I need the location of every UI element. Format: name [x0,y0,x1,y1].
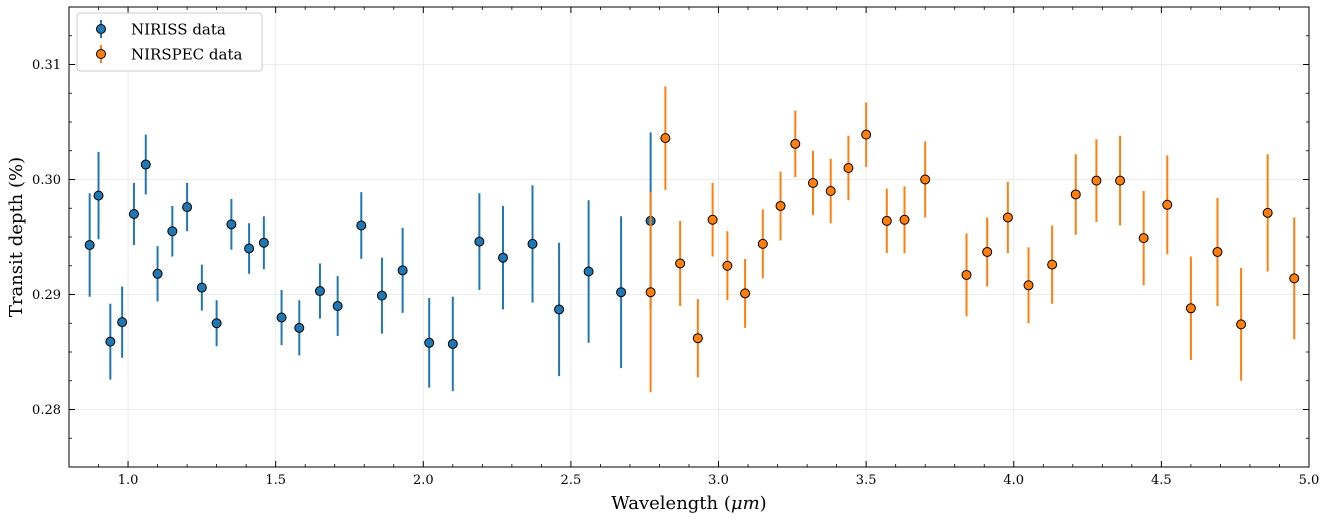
x-axis-title-main: Wavelength ( [611,493,731,514]
data-point [825,186,836,196]
data-point [105,336,116,347]
data-point [982,246,993,257]
data-point [474,236,485,247]
legend-box [76,12,263,72]
data-point [1185,303,1196,314]
data-point [707,214,718,225]
data-point [397,265,408,276]
data-point [808,177,818,188]
x-tick-label: 1.5 [265,473,286,488]
data-point [1262,207,1273,218]
x-axis-title-unit: μm [731,493,760,514]
data-point [554,304,565,315]
data-point [645,287,656,298]
data-point [722,260,733,271]
data-point [675,258,686,269]
x-axis-title: Wavelength (μm) [611,493,766,514]
series-niriss [84,132,656,392]
y-tick-label: 0.28 [32,403,61,418]
y-tick-label: 0.31 [32,58,61,73]
data-point [616,287,627,298]
data-point [660,133,671,144]
data-point [140,159,151,170]
data-point [424,337,435,348]
series-nirspec [645,86,1300,393]
x-tick-label: 4.0 [1003,473,1024,488]
data-point [861,129,872,140]
data-point [332,301,343,311]
data-point [1091,175,1102,186]
y-axis-title: Transit depth (%) [6,157,27,317]
x-tick-label: 2.0 [413,473,434,488]
tick-labels: 1.0 1.5 2.0 2.5 3.0 3.5 4.0 4.5 5.0 0.28 0.29 0.30 0… [32,58,1319,488]
x-tick-label: 3.0 [708,473,729,488]
legend-label: NIRSPEC data [131,46,242,64]
y-tick-label: 0.30 [32,173,61,188]
axis-ticks [69,6,1310,468]
data-point [447,338,458,349]
data-point [881,215,892,226]
data-point [920,174,931,185]
x-tick-label: 2.5 [561,473,582,488]
data-point [211,318,222,329]
legend-marker [96,24,106,34]
x-tick-label: 4.5 [1151,473,1172,488]
data-point [294,322,305,333]
x-axis-title-tail: ) [760,493,767,514]
data-point [843,163,854,173]
data-point [356,220,367,231]
data-point [167,226,178,237]
grid-lines [69,7,1310,467]
data-point [276,312,287,323]
data-point [1047,259,1058,270]
legend-label: NIRISS data [131,21,226,39]
data-point [84,240,95,251]
data-point [1002,212,1013,223]
data-point [314,286,325,297]
data-point [1115,175,1126,186]
data-point [1138,233,1149,244]
data-point [93,190,104,201]
data-point [1070,189,1081,200]
data-point [1212,246,1223,257]
data-point [117,317,128,328]
data-point [196,282,207,293]
data-point [740,288,751,299]
data-point [775,200,786,211]
data-point [152,268,163,279]
data-point [527,238,538,249]
data-point [244,243,255,254]
data-point [498,252,508,263]
data-point [1289,273,1300,284]
data-point [1162,199,1173,210]
y-tick-label: 0.29 [32,288,61,303]
legend: NIRISS data NIRSPEC data [76,12,263,72]
data-point [226,219,237,230]
data-point [376,290,387,301]
data-point [182,202,193,213]
x-tick-label: 1.0 [118,473,139,488]
data-point [258,237,269,248]
data-point [1236,319,1247,330]
data-point [128,209,139,219]
x-tick-label: 3.5 [856,473,877,488]
legend-items: NIRISS data NIRSPEC data [96,20,242,64]
data-point [1023,280,1034,291]
data-point [899,214,910,225]
data-point [790,138,801,149]
x-tick-label: 5.0 [1299,473,1320,488]
data-point [961,269,972,280]
plot-data [84,86,1300,393]
data-point [583,266,594,277]
data-point [757,238,768,249]
data-point [692,333,703,344]
legend-marker [96,49,106,59]
